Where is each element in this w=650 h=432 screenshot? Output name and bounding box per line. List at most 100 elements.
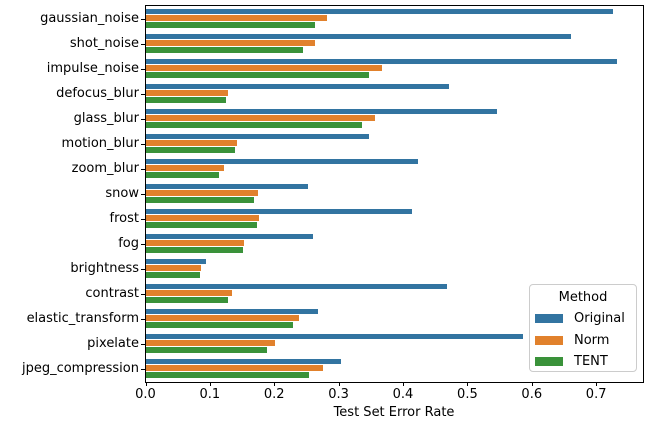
bar-norm-impulse_noise [146, 65, 383, 72]
ytick-label-brightness: brightness [70, 260, 139, 276]
ytick-label-jpeg_compression: jpeg_compression [21, 360, 139, 376]
bar-tent-impulse_noise [146, 71, 370, 78]
x-axis-label: Test Set Error Rate [333, 405, 455, 420]
ytick-mark [141, 293, 145, 295]
bar-tent-frost [146, 221, 258, 228]
bar-original-snow [146, 183, 308, 190]
bar-norm-frost [146, 215, 260, 222]
legend-swatch-original-icon [535, 314, 563, 324]
xtick-label-0.6: 0.6 [521, 387, 543, 402]
xtick-mark [274, 382, 276, 386]
bar-original-zoom_blur [146, 158, 418, 165]
bar-norm-shot_noise [146, 40, 315, 47]
xtick-mark [145, 382, 147, 386]
xtick-label-0.3: 0.3 [328, 387, 349, 402]
bar-original-glass_blur [146, 108, 497, 115]
bar-tent-fog [146, 246, 243, 253]
bar-tent-snow [146, 196, 254, 203]
ytick-mark [141, 268, 145, 270]
xtick-mark [467, 382, 469, 386]
bar-tent-pixelate [146, 346, 268, 353]
xtick-mark [596, 382, 598, 386]
bar-tent-defocus_blur [146, 96, 227, 103]
bar-original-pixelate [146, 333, 523, 340]
ytick-label-frost: frost [109, 210, 139, 226]
bar-norm-snow [146, 190, 259, 197]
ytick-mark [141, 18, 145, 20]
ytick-label-elastic_transform: elastic_transform [26, 310, 139, 326]
xtick-mark [531, 382, 533, 386]
xtick-label-0.1: 0.1 [199, 387, 221, 402]
ytick-mark [141, 93, 145, 95]
xtick-mark [338, 382, 340, 386]
ytick-mark [141, 143, 145, 145]
ytick-mark [141, 218, 145, 220]
ytick-mark [141, 243, 145, 245]
bar-original-jpeg_compression [146, 358, 342, 365]
xtick-mark [403, 382, 404, 386]
xtick-label-0.4: 0.4 [392, 387, 414, 402]
ytick-mark [141, 43, 145, 45]
ytick-label-impulse_noise: impulse_noise [46, 60, 139, 76]
xtick-label-0.7: 0.7 [585, 387, 607, 402]
ytick-mark [141, 68, 145, 70]
bar-original-fog [146, 233, 314, 240]
ytick-label-snow: snow [105, 185, 139, 201]
ytick-label-glass_blur: glass_blur [73, 110, 139, 126]
bar-norm-contrast [146, 290, 233, 297]
xtick-label-0.5: 0.5 [457, 387, 478, 402]
bar-original-motion_blur [146, 133, 370, 140]
bar-tent-glass_blur [146, 121, 362, 128]
bar-tent-brightness [146, 271, 201, 278]
bar-original-impulse_noise [146, 58, 617, 65]
bar-tent-shot_noise [146, 46, 304, 53]
ytick-label-pixelate: pixelate [87, 335, 139, 351]
ytick-label-defocus_blur: defocus_blur [56, 85, 139, 101]
legend-item-label: Original [574, 311, 625, 327]
bar-norm-motion_blur [146, 140, 238, 147]
legend-items: Original Norm TENT [530, 308, 636, 373]
legend-swatch-tent-icon [535, 357, 563, 367]
bar-tent-gaussian_noise [146, 21, 315, 28]
bar-norm-fog [146, 240, 245, 247]
bar-original-shot_noise [146, 33, 571, 40]
legend-title: Method [558, 290, 608, 305]
legend: Method Original Norm TENT [529, 284, 637, 372]
bar-norm-brightness [146, 265, 202, 272]
legend-swatch-norm-icon [535, 335, 563, 345]
bar-norm-elastic_transform [146, 315, 300, 322]
xtick-label-0.2: 0.2 [263, 387, 285, 402]
plot-area [145, 5, 644, 383]
ytick-mark [141, 118, 145, 120]
xtick-mark [209, 382, 211, 386]
legend-item-tent: TENT [530, 351, 636, 373]
bar-tent-motion_blur [146, 146, 236, 153]
ytick-mark [141, 318, 145, 320]
bar-norm-zoom_blur [146, 165, 224, 172]
legend-item-original: Original [530, 308, 636, 330]
bar-tent-elastic_transform [146, 321, 294, 328]
bar-tent-contrast [146, 296, 228, 303]
bar-tent-zoom_blur [146, 171, 220, 178]
bar-original-gaussian_noise [146, 8, 613, 15]
ytick-mark [141, 168, 145, 170]
bar-norm-glass_blur [146, 115, 376, 122]
ytick-label-motion_blur: motion_blur [61, 135, 139, 151]
bar-original-brightness [146, 258, 206, 265]
bar-norm-gaussian_noise [146, 15, 327, 22]
legend-item-label: Norm [574, 332, 610, 348]
bar-norm-defocus_blur [146, 90, 229, 97]
ytick-label-shot_noise: shot_noise [69, 35, 139, 51]
ytick-mark [141, 193, 145, 195]
ytick-label-fog: fog [118, 235, 139, 251]
bar-original-elastic_transform [146, 308, 318, 315]
ytick-mark [141, 368, 145, 370]
bar-original-frost [146, 208, 412, 215]
ytick-label-gaussian_noise: gaussian_noise [40, 10, 139, 26]
bar-norm-jpeg_compression [146, 365, 324, 372]
ytick-label-zoom_blur: zoom_blur [71, 160, 139, 176]
bar-original-defocus_blur [146, 83, 450, 90]
legend-item-norm: Norm [530, 330, 636, 352]
ytick-label-contrast: contrast [85, 285, 139, 301]
